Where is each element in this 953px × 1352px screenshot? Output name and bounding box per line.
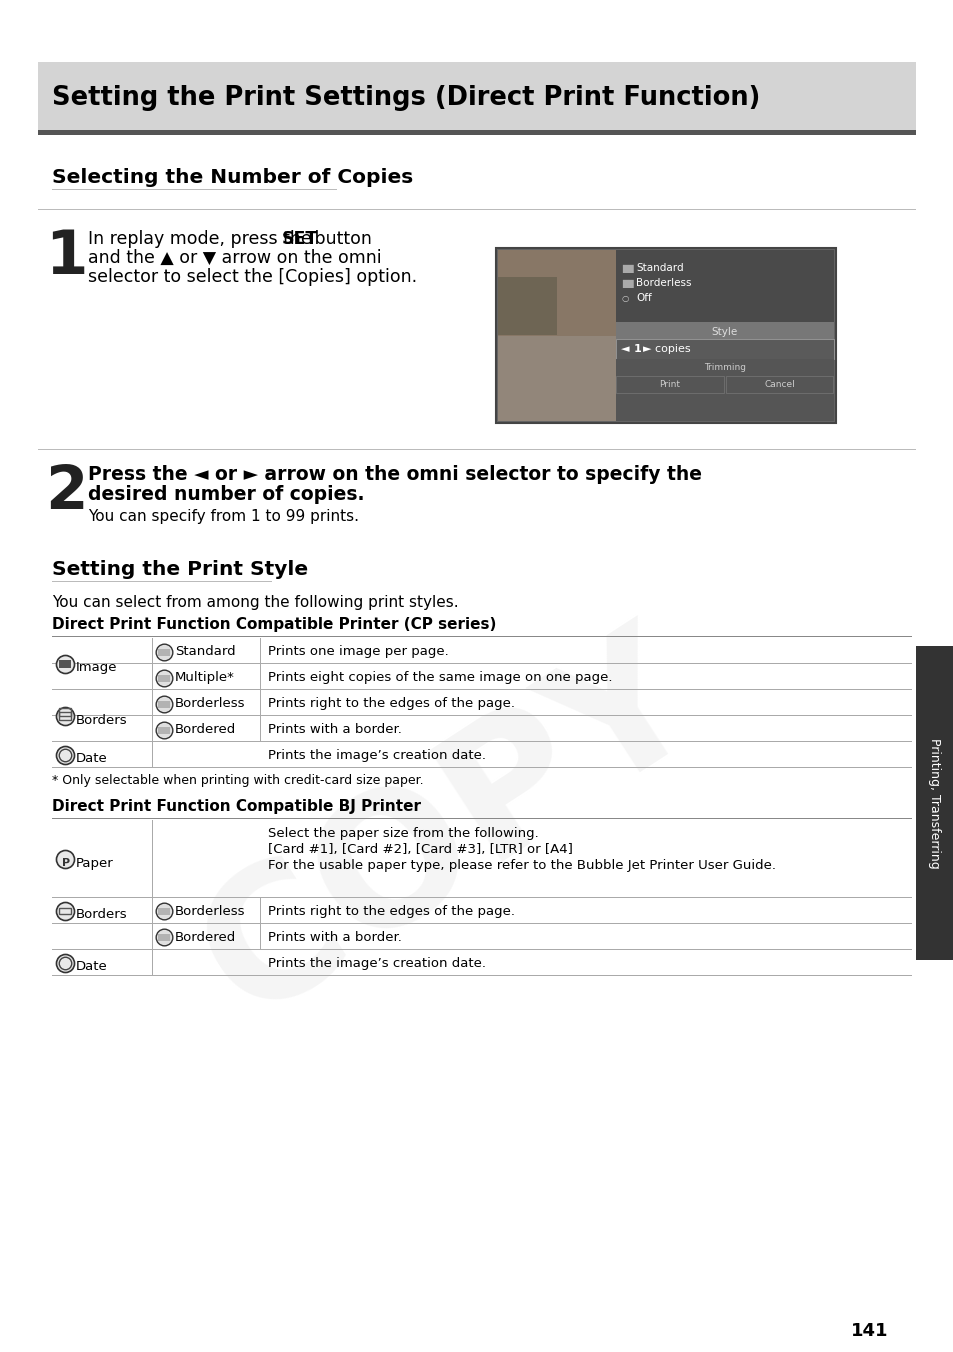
Bar [59, 660, 71, 668]
Bar [497, 337, 616, 420]
Bar [616, 339, 833, 360]
Bar [616, 322, 833, 339]
Bar [616, 376, 723, 393]
Text: Trimming: Trimming [703, 362, 745, 372]
Bar [158, 933, 170, 941]
Bar [496, 247, 835, 423]
Bar [38, 62, 915, 130]
Text: Borders: Borders [76, 714, 128, 726]
Bar [52, 188, 336, 191]
Text: Setting the Print Style: Setting the Print Style [52, 560, 308, 579]
Text: ► copies: ► copies [642, 343, 690, 354]
Text: Cancel: Cancel [763, 380, 795, 389]
Text: ██: ██ [621, 279, 633, 288]
Text: Bordered: Bordered [174, 723, 236, 735]
Bar [497, 277, 557, 335]
Text: Borderless: Borderless [174, 698, 245, 710]
Text: Setting the Print Settings (Direct Print Function): Setting the Print Settings (Direct Print… [52, 85, 760, 111]
Text: 1: 1 [634, 343, 641, 354]
Text: Borderless: Borderless [636, 279, 691, 288]
Text: Direct Print Function Compatible BJ Printer: Direct Print Function Compatible BJ Prin… [52, 799, 420, 814]
Text: Prints eight copies of the same image on one page.: Prints eight copies of the same image on… [268, 671, 612, 684]
Text: desired number of copies.: desired number of copies. [88, 485, 364, 504]
Text: You can select from among the following print styles.: You can select from among the following … [52, 595, 458, 610]
Text: * Only selectable when printing with credit-card size paper.: * Only selectable when printing with cre… [52, 773, 423, 787]
Text: ██: ██ [621, 264, 633, 273]
Text: Printing, Transferring: Printing, Transferring [927, 738, 941, 868]
Text: You can specify from 1 to 99 prints.: You can specify from 1 to 99 prints. [88, 508, 358, 525]
Bar [616, 360, 833, 376]
Bar [158, 675, 170, 681]
Text: Prints right to the edges of the page.: Prints right to the edges of the page. [268, 904, 515, 918]
Text: Prints one image per page.: Prints one image per page. [268, 645, 448, 658]
Text: Borders: Borders [76, 909, 128, 922]
Text: Direct Print Function Compatible Printer (CP series): Direct Print Function Compatible Printer… [52, 617, 496, 631]
Bar [59, 909, 71, 914]
Text: Prints with a border.: Prints with a border. [268, 932, 401, 944]
Text: Standard: Standard [636, 264, 683, 273]
Text: ○: ○ [621, 293, 629, 303]
Bar [59, 713, 71, 721]
Bar [52, 580, 272, 581]
Text: 141: 141 [850, 1322, 888, 1340]
Text: Prints the image’s creation date.: Prints the image’s creation date. [268, 749, 485, 763]
Bar [725, 376, 832, 393]
Text: Off: Off [636, 293, 651, 303]
Text: 2: 2 [45, 462, 88, 522]
Text: Press the ◄ or ► arrow on the omni selector to specify the: Press the ◄ or ► arrow on the omni selec… [88, 465, 701, 484]
Text: Paper: Paper [76, 857, 113, 869]
Text: Prints the image’s creation date.: Prints the image’s creation date. [268, 957, 485, 969]
Text: Selecting the Number of Copies: Selecting the Number of Copies [52, 168, 413, 187]
Bar [497, 250, 616, 420]
Text: Prints with a border.: Prints with a border. [268, 723, 401, 735]
Text: Image: Image [76, 661, 117, 675]
Text: 1: 1 [45, 228, 88, 287]
Text: Date: Date [76, 753, 108, 765]
Text: Style: Style [711, 327, 738, 337]
Text: SET: SET [282, 230, 318, 247]
Text: Date: Date [76, 960, 108, 973]
Text: Prints right to the edges of the page.: Prints right to the edges of the page. [268, 698, 515, 710]
Bar [158, 649, 170, 656]
Text: COPY: COPY [172, 607, 727, 1053]
Bar [38, 130, 915, 135]
Text: and the ▲ or ▼ arrow on the omni: and the ▲ or ▼ arrow on the omni [88, 249, 381, 266]
Bar [616, 250, 833, 420]
Text: Select the paper size from the following.: Select the paper size from the following… [268, 827, 538, 840]
Text: Print: Print [659, 380, 679, 389]
Bar [158, 700, 170, 707]
Text: [Card #1], [Card #2], [Card #3], [LTR] or [A4]: [Card #1], [Card #2], [Card #3], [LTR] o… [268, 844, 572, 856]
Bar [59, 708, 71, 717]
Bar [616, 339, 833, 360]
Text: In replay mode, press the: In replay mode, press the [88, 230, 317, 247]
Text: For the usable paper type, please refer to the Bubble Jet Printer User Guide.: For the usable paper type, please refer … [268, 859, 775, 872]
Text: Bordered: Bordered [174, 932, 236, 944]
Bar [158, 907, 170, 914]
Text: P: P [62, 859, 71, 868]
Text: Standard: Standard [174, 645, 235, 658]
Bar [915, 646, 953, 960]
Text: Multiple*: Multiple* [174, 671, 234, 684]
Text: Borderless: Borderless [174, 904, 245, 918]
Bar [158, 726, 170, 734]
Text: ◄: ◄ [620, 343, 629, 354]
Bar [616, 250, 833, 322]
Text: selector to select the [Copies] option.: selector to select the [Copies] option. [88, 268, 416, 287]
Text: button: button [309, 230, 372, 247]
